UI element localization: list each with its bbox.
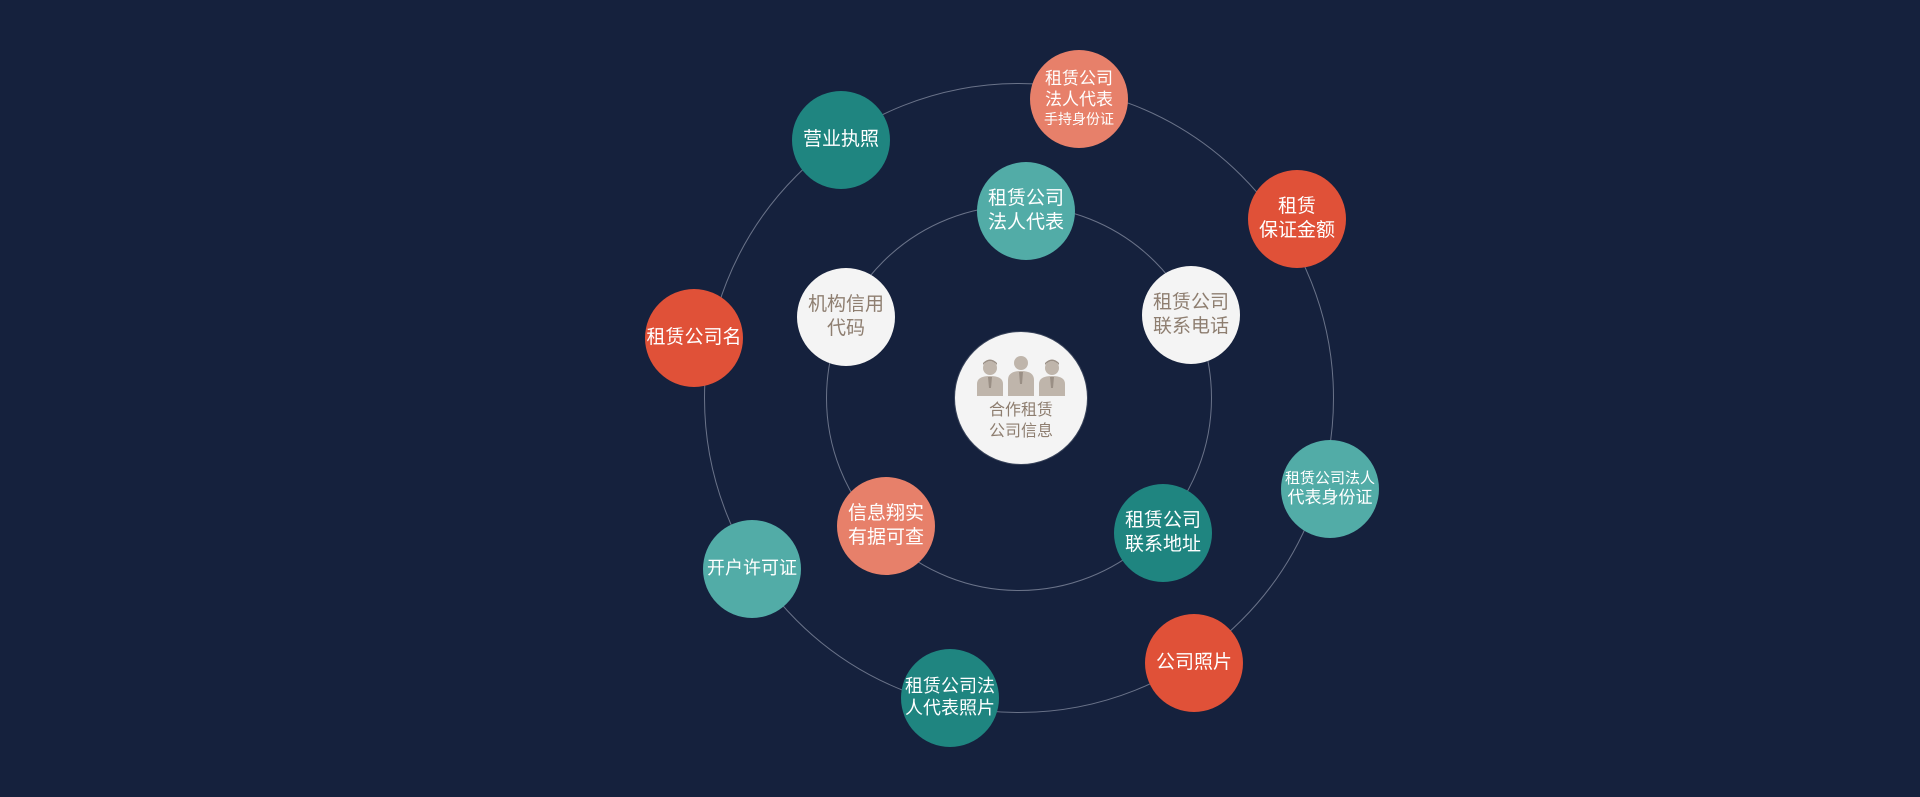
outer-node-legal-rep-photo-line1: 租赁公司法 xyxy=(905,675,995,697)
outer-node-legal-rep-id-card-line1: 租赁公司法人 xyxy=(1284,469,1375,487)
inner-node-contact-address: 租赁公司 联系地址 xyxy=(1114,484,1212,582)
outer-node-account-permit: 开户许可证 xyxy=(703,520,801,618)
outer-ring xyxy=(704,83,1334,713)
outer-node-legal-rep-photo: 租赁公司法 人代表照片 xyxy=(901,649,999,747)
inner-node-legal-rep: 租赁公司 法人代表 xyxy=(977,162,1075,260)
inner-node-credit-code: 机构信用 代码 xyxy=(797,268,895,366)
outer-node-legal-rep-holding-id: 租赁公司 法人代表 手持身份证 xyxy=(1030,50,1128,148)
outer-node-legal-rep-photo-line2: 人代表照片 xyxy=(905,698,995,719)
inner-node-legal-rep-line1: 租赁公司 xyxy=(987,187,1064,210)
outer-node-legal-rep-holding-id-line3: 手持身份证 xyxy=(1044,111,1114,128)
outer-node-company-name: 租赁公司名 xyxy=(645,289,743,387)
inner-node-credit-code-line1: 机构信用 xyxy=(807,293,884,316)
inner-node-legal-rep-line2: 法人代表 xyxy=(987,211,1064,233)
outer-node-business-license-line1: 营业执照 xyxy=(802,128,879,151)
inner-node-contact-address-line2: 联系地址 xyxy=(1124,533,1201,555)
outer-node-deposit-amount-line2: 保证金额 xyxy=(1258,219,1335,241)
outer-node-company-photo: 公司照片 xyxy=(1145,614,1243,712)
outer-node-business-license: 营业执照 xyxy=(792,91,890,189)
center-label: 合作租赁 公司信息 xyxy=(989,400,1053,442)
outer-node-account-permit-line1: 开户许可证 xyxy=(707,557,797,579)
outer-node-company-name-line1: 租赁公司名 xyxy=(646,326,742,349)
people-group-icon xyxy=(977,356,1065,397)
outer-node-company-photo-line1: 公司照片 xyxy=(1155,651,1232,674)
center-node: 合作租赁 公司信息 xyxy=(955,332,1087,464)
outer-node-legal-rep-holding-id-line2: 法人代表 xyxy=(1045,90,1113,111)
center-label-line2: 公司信息 xyxy=(988,421,1053,440)
outer-node-legal-rep-id-card: 租赁公司法人 代表身份证 xyxy=(1281,440,1379,538)
inner-node-contact-phone: 租赁公司 联系电话 xyxy=(1142,266,1240,364)
inner-node-verifiable-info-line2: 有据可查 xyxy=(847,526,924,548)
inner-node-verifiable-info: 信息翔实 有据可查 xyxy=(837,477,935,575)
inner-node-verifiable-info-line1: 信息翔实 xyxy=(847,502,924,525)
center-label-line1: 合作租赁 xyxy=(988,400,1053,420)
outer-node-legal-rep-id-card-line2: 代表身份证 xyxy=(1287,487,1373,508)
outer-node-deposit-amount-line1: 租赁 xyxy=(1277,195,1316,218)
inner-node-credit-code-line2: 代码 xyxy=(826,317,865,339)
inner-node-contact-address-line1: 租赁公司 xyxy=(1124,509,1201,532)
outer-node-legal-rep-holding-id-line1: 租赁公司 xyxy=(1045,69,1113,89)
inner-node-contact-phone-line2: 联系电话 xyxy=(1152,315,1229,337)
inner-node-contact-phone-line1: 租赁公司 xyxy=(1152,291,1229,314)
outer-node-deposit-amount: 租赁 保证金额 xyxy=(1248,170,1346,268)
